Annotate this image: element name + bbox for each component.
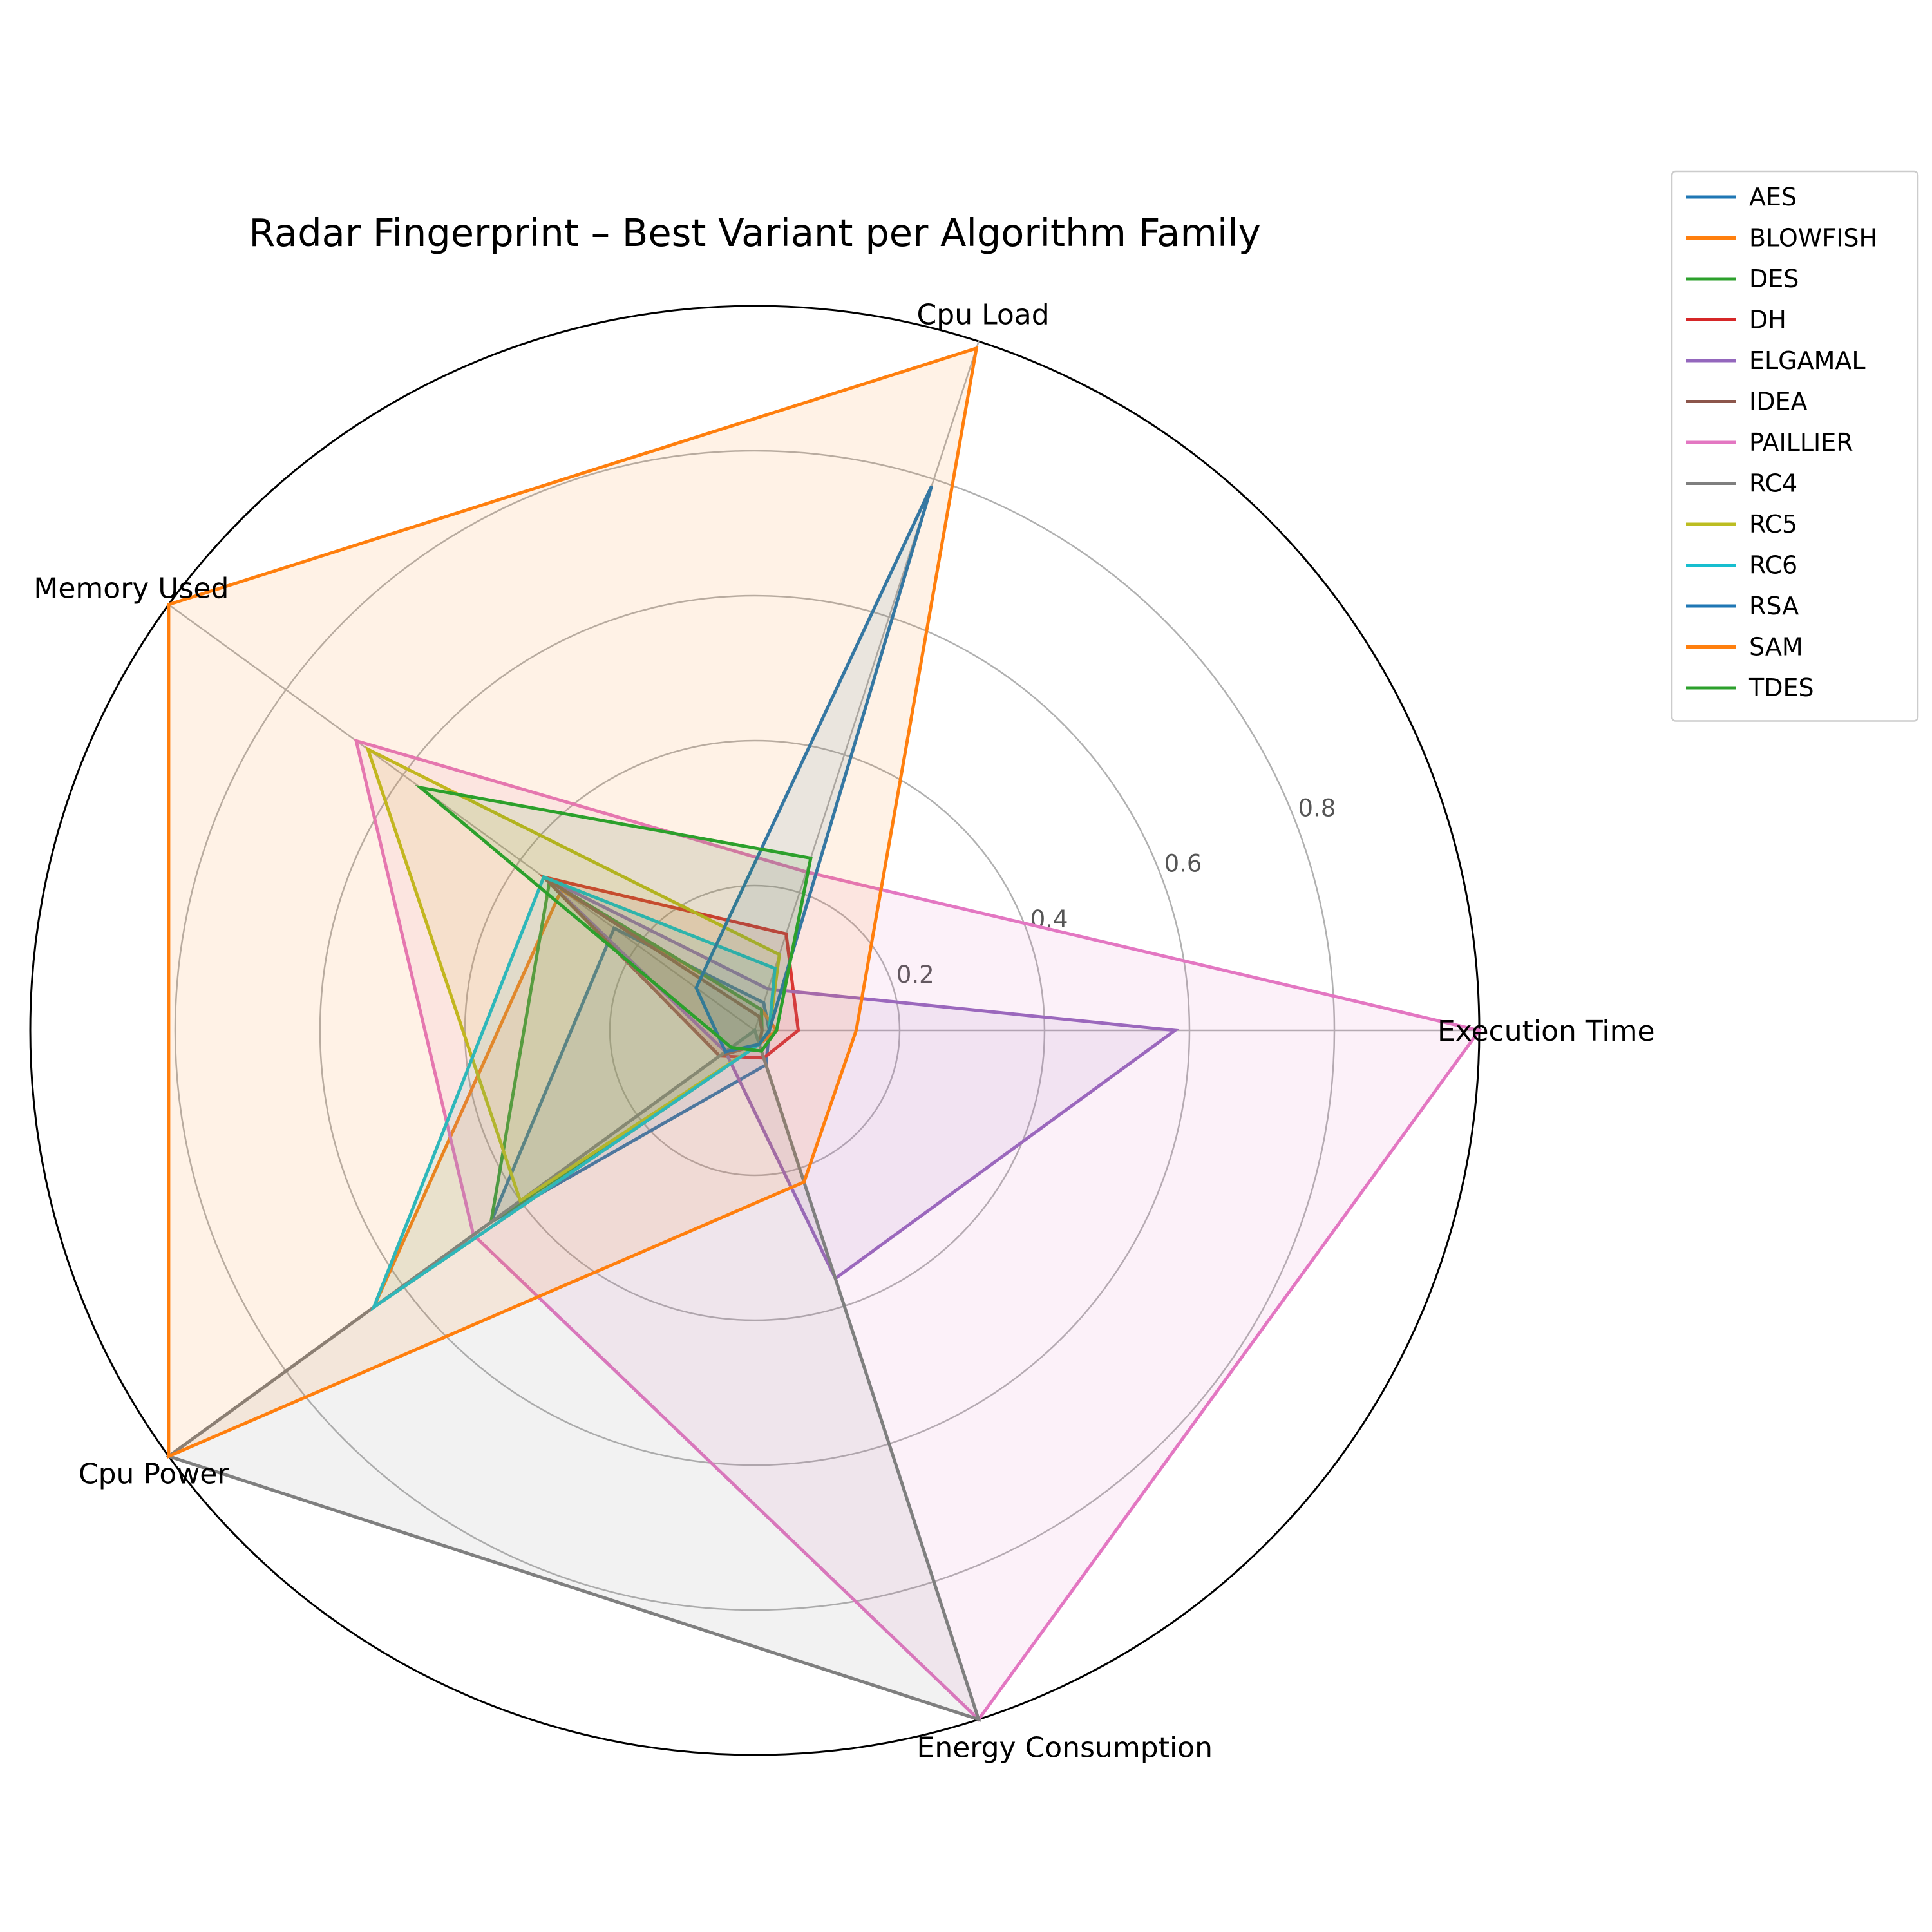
chart-title: Radar Fingerprint – Best Variant per Alg… xyxy=(249,211,1260,255)
axis-label-cpu-load: Cpu Load xyxy=(917,298,1050,331)
series-fill-des xyxy=(491,881,762,1222)
radar-series xyxy=(165,346,1482,1722)
legend-label-rc6: RC6 xyxy=(1749,551,1797,580)
r-tick-label: 0.6 xyxy=(1164,850,1202,878)
legend: AES BLOWFISH DES DH ELGAMAL IDEA PAILLIER RC4 RC… xyxy=(1671,170,1919,722)
series-line-tdes xyxy=(415,784,813,1053)
series-fill-rc4 xyxy=(168,1030,979,1719)
r-tick-label: 0.8 xyxy=(1298,795,1336,822)
grid-spoke xyxy=(168,603,755,1032)
series-line-sam xyxy=(167,346,979,1459)
series-fill-tdes xyxy=(421,788,811,1052)
axis-label-cpu-power: Cpu Power xyxy=(79,1458,229,1491)
series-fill-rc6 xyxy=(374,876,775,1307)
legend-label-aes: AES xyxy=(1749,183,1797,211)
legend-label-tdes: TDES xyxy=(1748,674,1814,702)
series-fill-rc5 xyxy=(368,749,780,1201)
series-line-elgamal xyxy=(542,875,1180,1281)
legend-label-blowfish: BLOWFISH xyxy=(1749,224,1877,252)
axis-label-energy-consumption: Energy Consumption xyxy=(917,1732,1213,1765)
grid-spoke xyxy=(753,341,980,1031)
series-line-rc4 xyxy=(165,1027,981,1722)
series-fill-paillier xyxy=(356,741,1479,1719)
series-fill-sam xyxy=(168,348,977,1457)
series-fill-blowfish xyxy=(374,889,777,1307)
legend-label-rsa: RSA xyxy=(1749,592,1799,620)
series-fill-rsa xyxy=(696,486,932,1052)
axis-label-memory-used: Memory Used xyxy=(33,572,229,605)
legend-label-idea: IDEA xyxy=(1749,388,1807,416)
axis-labels: Execution Time Cpu Load Memory Used Cpu Pow… xyxy=(33,298,1654,1764)
series-fill-aes xyxy=(491,928,770,1222)
legend-box xyxy=(1671,170,1919,722)
legend-label-des: DES xyxy=(1749,265,1799,293)
series-line-aes xyxy=(488,925,772,1226)
legend-label-rc4: RC4 xyxy=(1749,469,1797,498)
series-line-rsa xyxy=(694,485,933,1054)
legend-label-rc5: RC5 xyxy=(1749,510,1797,538)
axis-label-execution-time: Execution Time xyxy=(1437,1015,1655,1048)
legend-label-dh: DH xyxy=(1749,306,1786,334)
r-tick-label: 0.2 xyxy=(896,961,934,989)
legend-label-sam: SAM xyxy=(1749,633,1803,661)
legend-label-elgamal: ELGAMAL xyxy=(1749,346,1866,375)
legend-label-paillier: PAILLIER xyxy=(1749,428,1853,457)
series-line-paillier xyxy=(354,738,1482,1722)
